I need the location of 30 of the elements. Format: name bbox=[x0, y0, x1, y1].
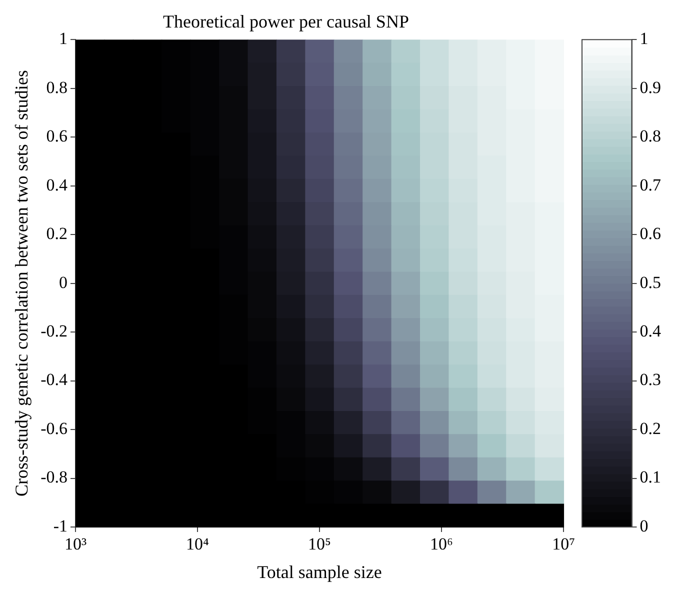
y-tick-label: 1 bbox=[59, 29, 68, 48]
y-tick-label: 0.8 bbox=[46, 78, 68, 97]
y-tick-label: -0.4 bbox=[40, 370, 68, 390]
x-axis-title: Total sample size bbox=[257, 562, 382, 582]
y-tick-label: 0 bbox=[59, 272, 68, 292]
y-tick-label: -0.8 bbox=[40, 468, 68, 487]
color-bar-label: 0.3 bbox=[640, 370, 661, 390]
chart-title: Theoretical power per causal SNP bbox=[163, 12, 409, 32]
color-bar-label: 0.2 bbox=[640, 418, 661, 438]
color-bar-label: 0.1 bbox=[640, 468, 661, 487]
color-bar-label: 0 bbox=[640, 516, 648, 536]
x-tick-label: 10⁴ bbox=[186, 534, 210, 554]
color-bar-label: 0.5 bbox=[640, 272, 661, 292]
y-axis-title: Cross-study genetic correlation between two sets of studies bbox=[12, 70, 32, 497]
color-bar-label: 0.6 bbox=[640, 224, 661, 244]
color-bar-label: 0.7 bbox=[640, 175, 662, 194]
y-tick-label: 0.4 bbox=[46, 175, 68, 194]
y-tick-label: 0.6 bbox=[46, 126, 68, 146]
y-tick-label: -0.6 bbox=[40, 418, 68, 438]
x-tick-label: 10⁷ bbox=[552, 534, 576, 554]
y-tick-label: -0.2 bbox=[40, 322, 68, 341]
x-tick-label: 10³ bbox=[64, 534, 87, 554]
color-bar-label: 0.4 bbox=[640, 322, 662, 341]
color-bar-label: 1 bbox=[640, 29, 648, 48]
x-tick-label: 10⁵ bbox=[308, 534, 332, 554]
y-tick-label: -1 bbox=[53, 516, 68, 536]
x-tick-label: 10⁶ bbox=[430, 534, 454, 554]
color-bar-label: 0.8 bbox=[640, 126, 661, 146]
color-bar-label: 0.9 bbox=[640, 78, 661, 97]
y-tick-label: 0.2 bbox=[46, 224, 68, 244]
